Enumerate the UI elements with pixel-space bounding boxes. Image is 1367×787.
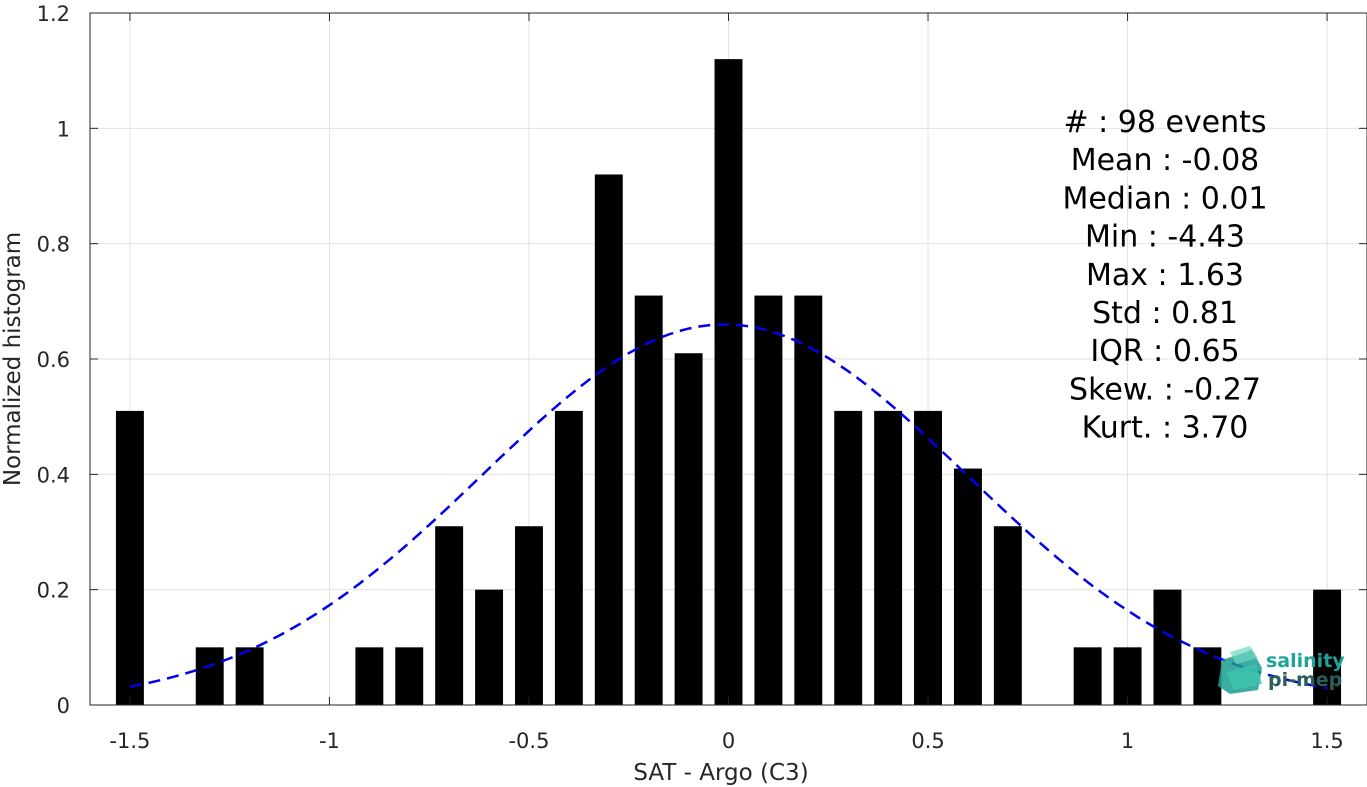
y-axis-label: Normalized histogram [0, 232, 26, 486]
x-tick-label: 1.5 [1310, 729, 1343, 753]
histogram-bar [754, 295, 783, 705]
x-tick-label: 0 [722, 729, 735, 753]
logo-text-salinity: salinity [1266, 650, 1345, 672]
stat-line: Min : -4.43 [1085, 220, 1245, 255]
histogram-bar [115, 410, 144, 705]
x-axis-label: SAT - Argo (C3) [633, 760, 808, 786]
stat-line: # : 98 events [1063, 105, 1266, 140]
histogram-bar [714, 59, 743, 705]
stat-line: Skew. : -0.27 [1069, 372, 1261, 407]
histogram-bar [1193, 647, 1222, 705]
histogram-bar [1073, 647, 1102, 705]
y-axis-ticks: 0 0.2 0.4 0.6 0.8 1 1.2 [37, 2, 1367, 718]
stat-line: IQR : 0.65 [1090, 334, 1239, 369]
histogram-bars [115, 59, 1342, 705]
histogram-bar [395, 647, 424, 705]
histogram-bar [355, 647, 384, 705]
x-axis-ticks: -1.5 -1 -0.5 0 0.5 1 1.5 [109, 13, 1344, 753]
salinity-pimep-logo: salinity pi-mep [1218, 646, 1345, 694]
histogram-bar [554, 410, 583, 705]
x-tick-label: -1 [319, 729, 340, 753]
x-tick-label: -0.5 [508, 729, 549, 753]
histogram-bar [993, 526, 1022, 705]
y-tick-label: 1.2 [37, 2, 70, 26]
y-tick-label: 1 [57, 117, 70, 141]
histogram-bar [914, 410, 942, 705]
y-tick-label: 0.4 [37, 463, 70, 487]
histogram-bar [634, 295, 663, 705]
logo-text-pimep: pi-mep [1268, 669, 1342, 691]
histogram-bar [674, 353, 703, 705]
histogram-bar [235, 647, 264, 705]
y-tick-label: 0.6 [37, 348, 70, 372]
histogram-bar [953, 468, 982, 705]
histogram-bar [834, 410, 863, 705]
histogram-bar [515, 526, 543, 705]
histogram-bar [435, 526, 464, 705]
stat-line: Max : 1.63 [1086, 258, 1244, 293]
x-tick-label: -1.5 [109, 729, 150, 753]
stat-line: Std : 0.81 [1092, 296, 1238, 331]
histogram-bar [794, 295, 823, 705]
histogram-bar [1313, 589, 1342, 705]
histogram-bar [1153, 589, 1182, 705]
y-tick-label: 0 [57, 694, 70, 718]
logo-wave-icon [1218, 646, 1262, 694]
histogram-bar [874, 410, 903, 705]
histogram-bar [1113, 647, 1142, 705]
stat-line: Mean : -0.08 [1071, 143, 1260, 178]
x-tick-label: 1 [1121, 729, 1134, 753]
stat-line: Kurt. : 3.70 [1082, 411, 1249, 446]
histogram-bar [594, 174, 623, 705]
x-tick-label: 0.5 [911, 729, 944, 753]
y-tick-label: 0.2 [37, 579, 70, 603]
gaussian-fit-curve [129, 323, 1328, 690]
y-tick-label: 0.8 [37, 233, 70, 257]
histogram-bar [475, 589, 504, 705]
histogram-bar [195, 647, 224, 705]
stat-line: Median : 0.01 [1062, 181, 1267, 216]
